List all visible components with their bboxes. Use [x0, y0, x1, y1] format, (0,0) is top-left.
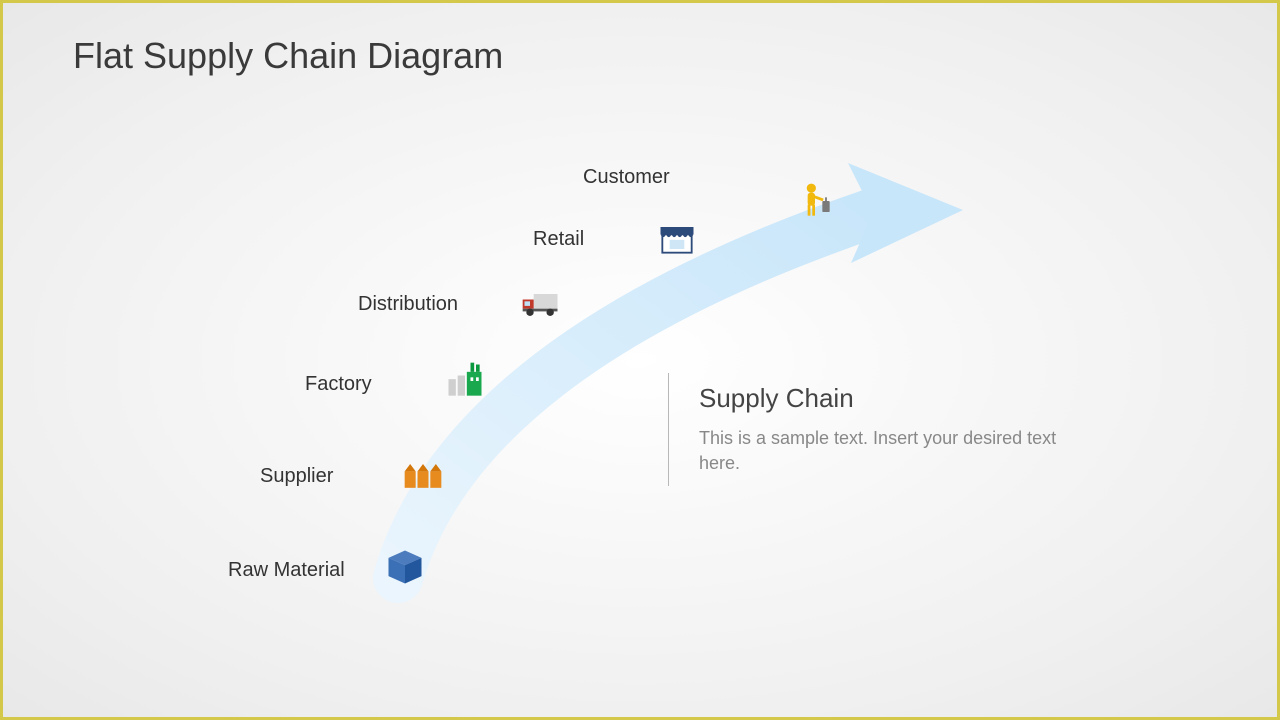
stage-label-factory: Factory	[305, 373, 372, 396]
stage-label-distribution: Distribution	[358, 293, 458, 316]
description-block: Supply Chain This is a sample text. Inse…	[668, 373, 1068, 486]
stage-label-customer: Customer	[583, 166, 670, 189]
stage-label-retail: Retail	[533, 228, 584, 251]
truck-icon	[519, 283, 563, 327]
slide-title: Flat Supply Chain Diagram	[73, 35, 503, 77]
description-body: This is a sample text. Insert your desir…	[699, 426, 1068, 476]
factory-icon	[443, 359, 487, 403]
stage-label-supplier: Supplier	[260, 465, 333, 488]
person-icon	[793, 179, 837, 223]
warehouse-icon	[401, 453, 445, 497]
stage-label-raw-material: Raw Material	[228, 559, 345, 582]
arrow-sweep	[3, 3, 1280, 720]
box-icon	[383, 545, 427, 589]
store-icon	[655, 216, 699, 260]
description-title: Supply Chain	[699, 383, 1068, 414]
